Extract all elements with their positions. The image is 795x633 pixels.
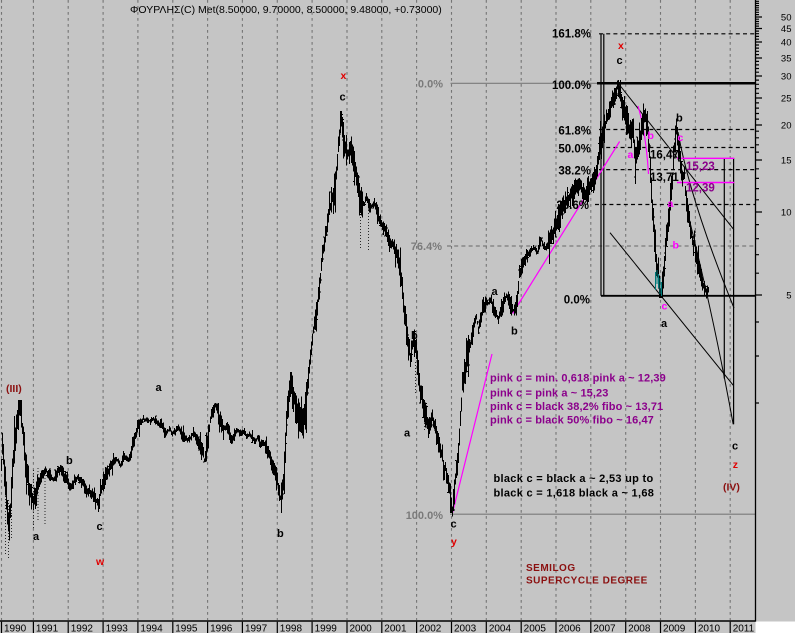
svg-text:b: b: [277, 528, 284, 540]
svg-text:1996: 1996: [210, 624, 233, 633]
svg-text:1992: 1992: [71, 624, 94, 633]
svg-text:c: c: [678, 132, 684, 144]
svg-text:12,39: 12,39: [686, 183, 715, 195]
svg-text:35: 35: [781, 53, 792, 64]
svg-text:2011: 2011: [733, 624, 755, 633]
svg-text:2009: 2009: [663, 624, 686, 633]
svg-text:50: 50: [781, 12, 792, 23]
svg-text:50.0%: 50.0%: [558, 144, 591, 156]
svg-text:1993: 1993: [106, 624, 129, 633]
svg-text:b: b: [411, 330, 418, 342]
svg-text:100.0%: 100.0%: [552, 80, 591, 92]
svg-text:c: c: [617, 55, 623, 67]
svg-text:0.0%: 0.0%: [564, 295, 590, 307]
svg-text:ΦΟΥΡΛΗΣ(C) Met(8.50000, 9.7000: ΦΟΥΡΛΗΣ(C) Met(8.50000, 9.70000, 8.50000…: [130, 4, 442, 16]
svg-text:10: 10: [781, 207, 792, 218]
svg-text:2006: 2006: [559, 624, 582, 633]
svg-text:2007: 2007: [593, 624, 616, 633]
svg-text:45: 45: [781, 24, 792, 35]
svg-text:40: 40: [781, 37, 792, 48]
svg-text:23.6%: 23.6%: [556, 200, 589, 212]
svg-text:161.8%: 161.8%: [552, 29, 591, 41]
svg-text:a: a: [668, 198, 674, 210]
svg-text:w: w: [95, 556, 105, 568]
svg-text:a: a: [492, 286, 499, 298]
svg-text:1990: 1990: [4, 624, 27, 633]
svg-text:38.2%: 38.2%: [558, 166, 591, 178]
svg-text:(III): (III): [6, 383, 22, 395]
svg-text:100.0%: 100.0%: [406, 510, 444, 522]
svg-text:c: c: [340, 92, 346, 104]
svg-text:1998: 1998: [280, 624, 303, 633]
svg-text:b: b: [511, 326, 518, 338]
svg-text:pink c = black 50% fibo ~ 16,4: pink c = black 50% fibo ~ 16,47: [490, 415, 654, 427]
svg-text:a: a: [156, 382, 163, 394]
svg-text:16,47: 16,47: [650, 150, 679, 162]
svg-text:a: a: [661, 318, 668, 330]
svg-text:1995: 1995: [175, 624, 198, 633]
svg-text:b: b: [673, 240, 679, 252]
svg-text:a: a: [33, 531, 40, 543]
svg-text:20: 20: [781, 120, 792, 131]
svg-text:b: b: [676, 113, 683, 125]
svg-text:0.0%: 0.0%: [418, 79, 443, 91]
svg-text:SUPERCYCLE DEGREE: SUPERCYCLE DEGREE: [526, 576, 648, 587]
svg-text:61.8%: 61.8%: [558, 126, 591, 138]
svg-text:30: 30: [781, 71, 792, 82]
svg-text:c: c: [662, 301, 668, 313]
svg-text:2003: 2003: [454, 624, 477, 633]
svg-text:15,23: 15,23: [686, 161, 715, 173]
svg-text:1994: 1994: [140, 624, 163, 633]
svg-text:y: y: [451, 536, 457, 548]
svg-text:2010: 2010: [698, 624, 721, 633]
svg-text:2004: 2004: [489, 624, 512, 633]
svg-text:c: c: [732, 441, 738, 453]
svg-text:black c = 1,618 black a ~ 1,68: black c = 1,618 black a ~ 1,68: [494, 488, 655, 500]
svg-text:pink c = min. 0,618 pink a ~ 1: pink c = min. 0,618 pink a ~ 12,39: [490, 373, 666, 385]
svg-text:pink c = pink a ~ 15,23: pink c = pink a ~ 15,23: [490, 387, 608, 399]
svg-text:1991: 1991: [36, 624, 59, 633]
svg-text:2005: 2005: [524, 624, 547, 633]
svg-text:b: b: [66, 455, 73, 467]
svg-text:2000: 2000: [349, 624, 372, 633]
svg-text:a: a: [628, 149, 634, 161]
svg-text:13,71: 13,71: [650, 172, 679, 184]
svg-text:76.4%: 76.4%: [411, 241, 442, 253]
svg-text:c: c: [97, 521, 103, 533]
svg-text:2001: 2001: [384, 624, 407, 633]
svg-text:25: 25: [781, 93, 792, 104]
svg-text:15: 15: [781, 155, 792, 166]
svg-text:x: x: [341, 70, 347, 82]
svg-text:x: x: [618, 40, 624, 52]
svg-text:a: a: [404, 428, 411, 440]
svg-text:2002: 2002: [419, 624, 442, 633]
svg-text:b: b: [648, 130, 654, 142]
svg-text:SEMILOG: SEMILOG: [526, 563, 576, 574]
svg-text:c: c: [451, 519, 457, 531]
svg-text:2008: 2008: [628, 624, 651, 633]
svg-text:pink c = black 38,2% fibo ~ 13: pink c = black 38,2% fibo ~ 13,71: [490, 401, 663, 413]
svg-text:black c = black a ~ 2,53 up to: black c = black a ~ 2,53 up to: [494, 473, 654, 485]
svg-text:1999: 1999: [315, 624, 338, 633]
svg-text:5: 5: [786, 290, 791, 301]
svg-text:1997: 1997: [245, 624, 268, 633]
svg-text:(IV): (IV): [723, 482, 740, 494]
svg-text:z: z: [733, 459, 738, 471]
